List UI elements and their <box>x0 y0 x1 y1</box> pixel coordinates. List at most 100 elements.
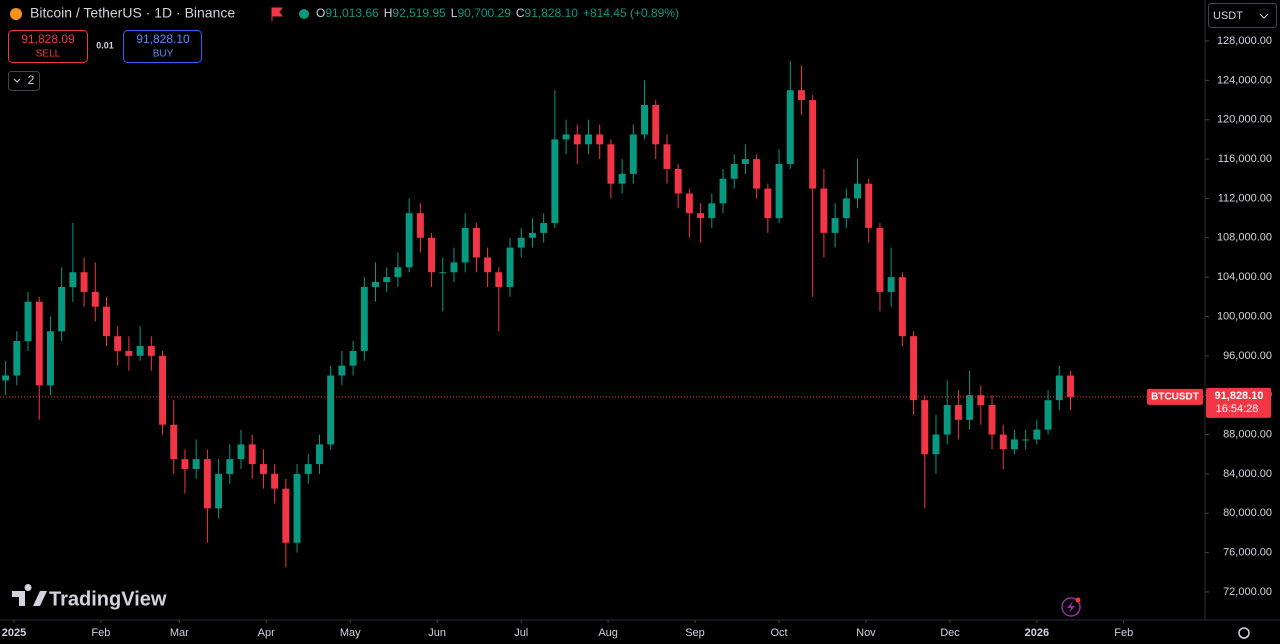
candle-body <box>461 227 469 263</box>
candle-body <box>641 104 649 135</box>
buy-label: BUY <box>153 49 174 60</box>
y-tick-label: 124,000.00 <box>1217 74 1272 86</box>
candle-body <box>450 262 458 273</box>
candle-body <box>226 459 234 474</box>
candle-body <box>741 159 749 165</box>
candle-body <box>854 183 861 199</box>
candle-body <box>181 459 189 469</box>
symbol-icon[interactable] <box>10 8 22 20</box>
candle-body <box>1044 400 1052 430</box>
y-tick-label: 112,000.00 <box>1218 192 1272 204</box>
candle-body <box>685 193 693 214</box>
candle-body <box>607 144 615 184</box>
bolt-icon <box>1067 601 1075 613</box>
candle-body <box>585 134 592 145</box>
candle-body <box>192 459 200 469</box>
indicators-toggle[interactable] <box>8 71 40 91</box>
candle-body <box>147 346 155 356</box>
ohlc-key: O <box>316 6 325 20</box>
candle-body <box>304 464 312 474</box>
y-tick-label: 72,000.00 <box>1223 586 1272 598</box>
candle-body <box>159 355 167 425</box>
candle-body <box>663 144 671 169</box>
buy-button[interactable] <box>123 30 202 63</box>
chevron-icon <box>1259 13 1269 19</box>
candle-body <box>428 237 436 273</box>
y-tick-label: 116,000.00 <box>1218 153 1272 165</box>
candle-body <box>842 198 850 219</box>
symbol-title[interactable]: Bitcoin / TetherUS · 1D · Binance <box>30 5 235 21</box>
candle-body <box>315 444 323 465</box>
candle-body <box>786 90 794 165</box>
last-price-label: 91,828.10 <box>1215 390 1264 402</box>
x-tick-label: Oct <box>770 627 787 639</box>
candle-body <box>416 213 424 238</box>
candle-body <box>125 350 133 356</box>
candle-body <box>573 134 581 145</box>
candle-body <box>271 473 279 489</box>
candle-body <box>405 213 413 268</box>
candle-body <box>103 306 110 337</box>
candle-body <box>248 444 256 465</box>
chevron-icon <box>13 78 21 83</box>
candle-body <box>618 173 626 184</box>
y-tick-label: 104,000.00 <box>1217 271 1272 283</box>
candle-body <box>136 346 144 356</box>
x-tick-label: Aug <box>598 627 618 639</box>
x-tick-label: Nov <box>856 627 876 639</box>
candle-body <box>259 464 267 474</box>
candle-body <box>338 365 346 376</box>
x-tick-label: Feb <box>91 627 110 639</box>
candle-body <box>674 168 682 194</box>
currency-label: USDT <box>1213 10 1243 22</box>
candle-body <box>954 405 962 420</box>
candle-body <box>215 473 223 509</box>
candle-body <box>69 272 77 287</box>
candle-body <box>170 424 178 460</box>
flag-icon[interactable] <box>271 7 283 21</box>
candle-body <box>484 257 492 273</box>
candle-body <box>697 213 705 219</box>
indicators-count: 2 <box>28 73 35 87</box>
settings-icon[interactable] <box>1238 627 1250 639</box>
candle-body <box>764 188 772 219</box>
x-tick-label: Apr <box>258 627 275 639</box>
candle-body <box>753 159 761 189</box>
sell-price: 91,828.09 <box>21 32 75 46</box>
candle-body <box>203 459 211 509</box>
y-tick-label: 88,000.00 <box>1223 428 1272 440</box>
candle-body <box>282 488 290 543</box>
alert-icon[interactable] <box>1061 597 1081 617</box>
candle-body <box>1022 439 1030 441</box>
x-tick-label: Jul <box>514 627 528 639</box>
x-tick-label: Sep <box>685 627 705 639</box>
brand-name[interactable]: TradingView <box>49 588 167 610</box>
candle-body <box>562 134 570 140</box>
x-tick-label: Dec <box>940 627 960 639</box>
y-tick-label: 128,000.00 <box>1217 35 1272 47</box>
sell-button[interactable] <box>8 30 88 63</box>
spread: 0.01 <box>96 40 114 50</box>
candle-body <box>999 434 1007 450</box>
candle-body <box>293 473 301 543</box>
candle-body <box>876 227 884 292</box>
x-tick-label: Feb <box>1114 627 1133 639</box>
x-tick-label: 2026 <box>1025 627 1049 639</box>
currency-select[interactable] <box>1208 3 1277 28</box>
candle-body <box>540 223 548 233</box>
status-dot <box>299 9 309 19</box>
ohlc-change: +814.45 (+0.89%) <box>583 6 679 20</box>
candle-body <box>988 405 996 435</box>
candle-body <box>943 405 951 435</box>
candle-body <box>865 183 873 228</box>
candle-body <box>708 203 716 219</box>
x-tick-label: 2025 <box>2 627 26 639</box>
ohlc-value: 92,519.95 <box>392 6 446 20</box>
brand-logo[interactable] <box>12 584 47 606</box>
candle-body <box>495 272 503 287</box>
y-tick-label: 84,000.00 <box>1223 468 1272 480</box>
candle-body <box>797 90 805 101</box>
candle-body <box>24 301 32 342</box>
